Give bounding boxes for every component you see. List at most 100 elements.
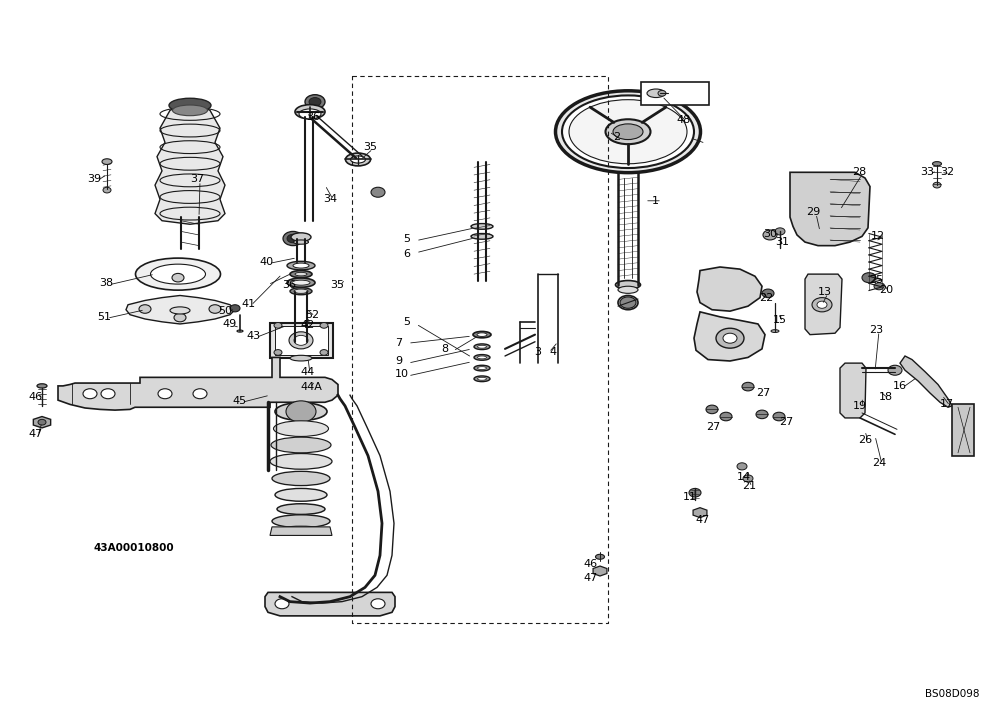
Text: 15: 15 [773,315,787,325]
Polygon shape [58,357,338,410]
Text: 47: 47 [28,429,42,439]
Ellipse shape [478,377,486,380]
Text: 25: 25 [869,275,883,285]
Ellipse shape [272,515,330,528]
Ellipse shape [606,119,650,145]
Text: 43: 43 [246,331,260,341]
Circle shape [174,313,186,322]
Ellipse shape [102,159,112,164]
Circle shape [320,323,328,328]
Circle shape [193,389,207,399]
Circle shape [274,323,282,328]
Ellipse shape [932,162,942,166]
Text: 46: 46 [28,392,42,402]
Polygon shape [270,527,332,535]
Ellipse shape [618,295,638,310]
Circle shape [888,365,902,375]
Text: 29: 29 [806,207,820,217]
Circle shape [172,273,184,282]
Circle shape [289,332,313,349]
Ellipse shape [294,240,308,244]
Text: 45: 45 [232,396,246,406]
FancyBboxPatch shape [275,326,328,355]
Circle shape [209,305,221,313]
Text: 27: 27 [756,388,770,398]
Text: 12: 12 [871,231,885,241]
Text: 40: 40 [259,257,273,267]
Circle shape [230,305,240,312]
Circle shape [287,234,299,243]
Text: BS08D098: BS08D098 [926,689,980,699]
Circle shape [756,410,768,419]
Polygon shape [155,101,225,224]
Text: 47: 47 [583,573,597,583]
Circle shape [689,488,701,497]
Circle shape [38,419,46,425]
Text: 4: 4 [549,347,556,357]
Text: 32: 32 [940,167,954,177]
Circle shape [716,328,744,348]
Text: 3: 3 [534,347,541,357]
Text: 35: 35 [363,142,377,152]
Circle shape [101,389,115,399]
Text: 31: 31 [775,237,789,247]
Text: 36: 36 [282,280,296,290]
Text: 10: 10 [395,369,409,379]
Text: 9: 9 [395,356,402,366]
Circle shape [775,228,785,235]
Text: 5: 5 [403,317,410,327]
Text: 49: 49 [222,319,236,329]
Text: 6: 6 [403,249,410,259]
Circle shape [720,412,732,421]
Text: 37: 37 [190,174,204,184]
Text: 27: 27 [779,417,793,426]
Circle shape [737,463,747,470]
Circle shape [658,90,666,96]
Ellipse shape [295,273,307,276]
Text: 14: 14 [737,472,751,482]
Polygon shape [900,356,952,407]
Ellipse shape [290,288,312,295]
Text: 36: 36 [306,112,320,122]
FancyBboxPatch shape [641,82,709,105]
Polygon shape [265,592,395,616]
Ellipse shape [569,100,687,164]
Ellipse shape [275,488,327,501]
Text: 33: 33 [920,167,934,177]
Text: 50: 50 [218,306,232,316]
Polygon shape [840,363,866,418]
FancyBboxPatch shape [952,404,974,456]
Ellipse shape [275,526,327,535]
Ellipse shape [136,258,220,290]
Text: 51: 51 [97,312,111,322]
Circle shape [620,297,636,308]
Polygon shape [33,417,51,428]
Text: 13: 13 [818,287,832,297]
Text: 19: 19 [853,401,867,411]
Ellipse shape [473,332,491,338]
Circle shape [83,389,97,399]
Circle shape [723,333,737,343]
Ellipse shape [290,355,312,361]
Ellipse shape [471,224,493,229]
Text: 28: 28 [852,167,866,177]
Circle shape [371,187,385,197]
Ellipse shape [287,278,315,287]
Text: 20: 20 [879,285,893,295]
Ellipse shape [478,356,486,359]
Ellipse shape [556,90,700,173]
Ellipse shape [474,344,490,350]
Circle shape [763,230,777,240]
Circle shape [742,382,754,391]
Text: 47: 47 [695,515,709,525]
Text: 43A00010800: 43A00010800 [93,543,174,553]
Ellipse shape [477,333,487,336]
Ellipse shape [596,554,604,560]
Ellipse shape [173,105,208,116]
Text: 24: 24 [872,458,886,468]
Text: 46: 46 [583,559,597,569]
Text: 17: 17 [940,399,954,409]
Circle shape [743,475,753,482]
Text: 39: 39 [87,174,101,184]
Text: 2: 2 [613,132,620,142]
